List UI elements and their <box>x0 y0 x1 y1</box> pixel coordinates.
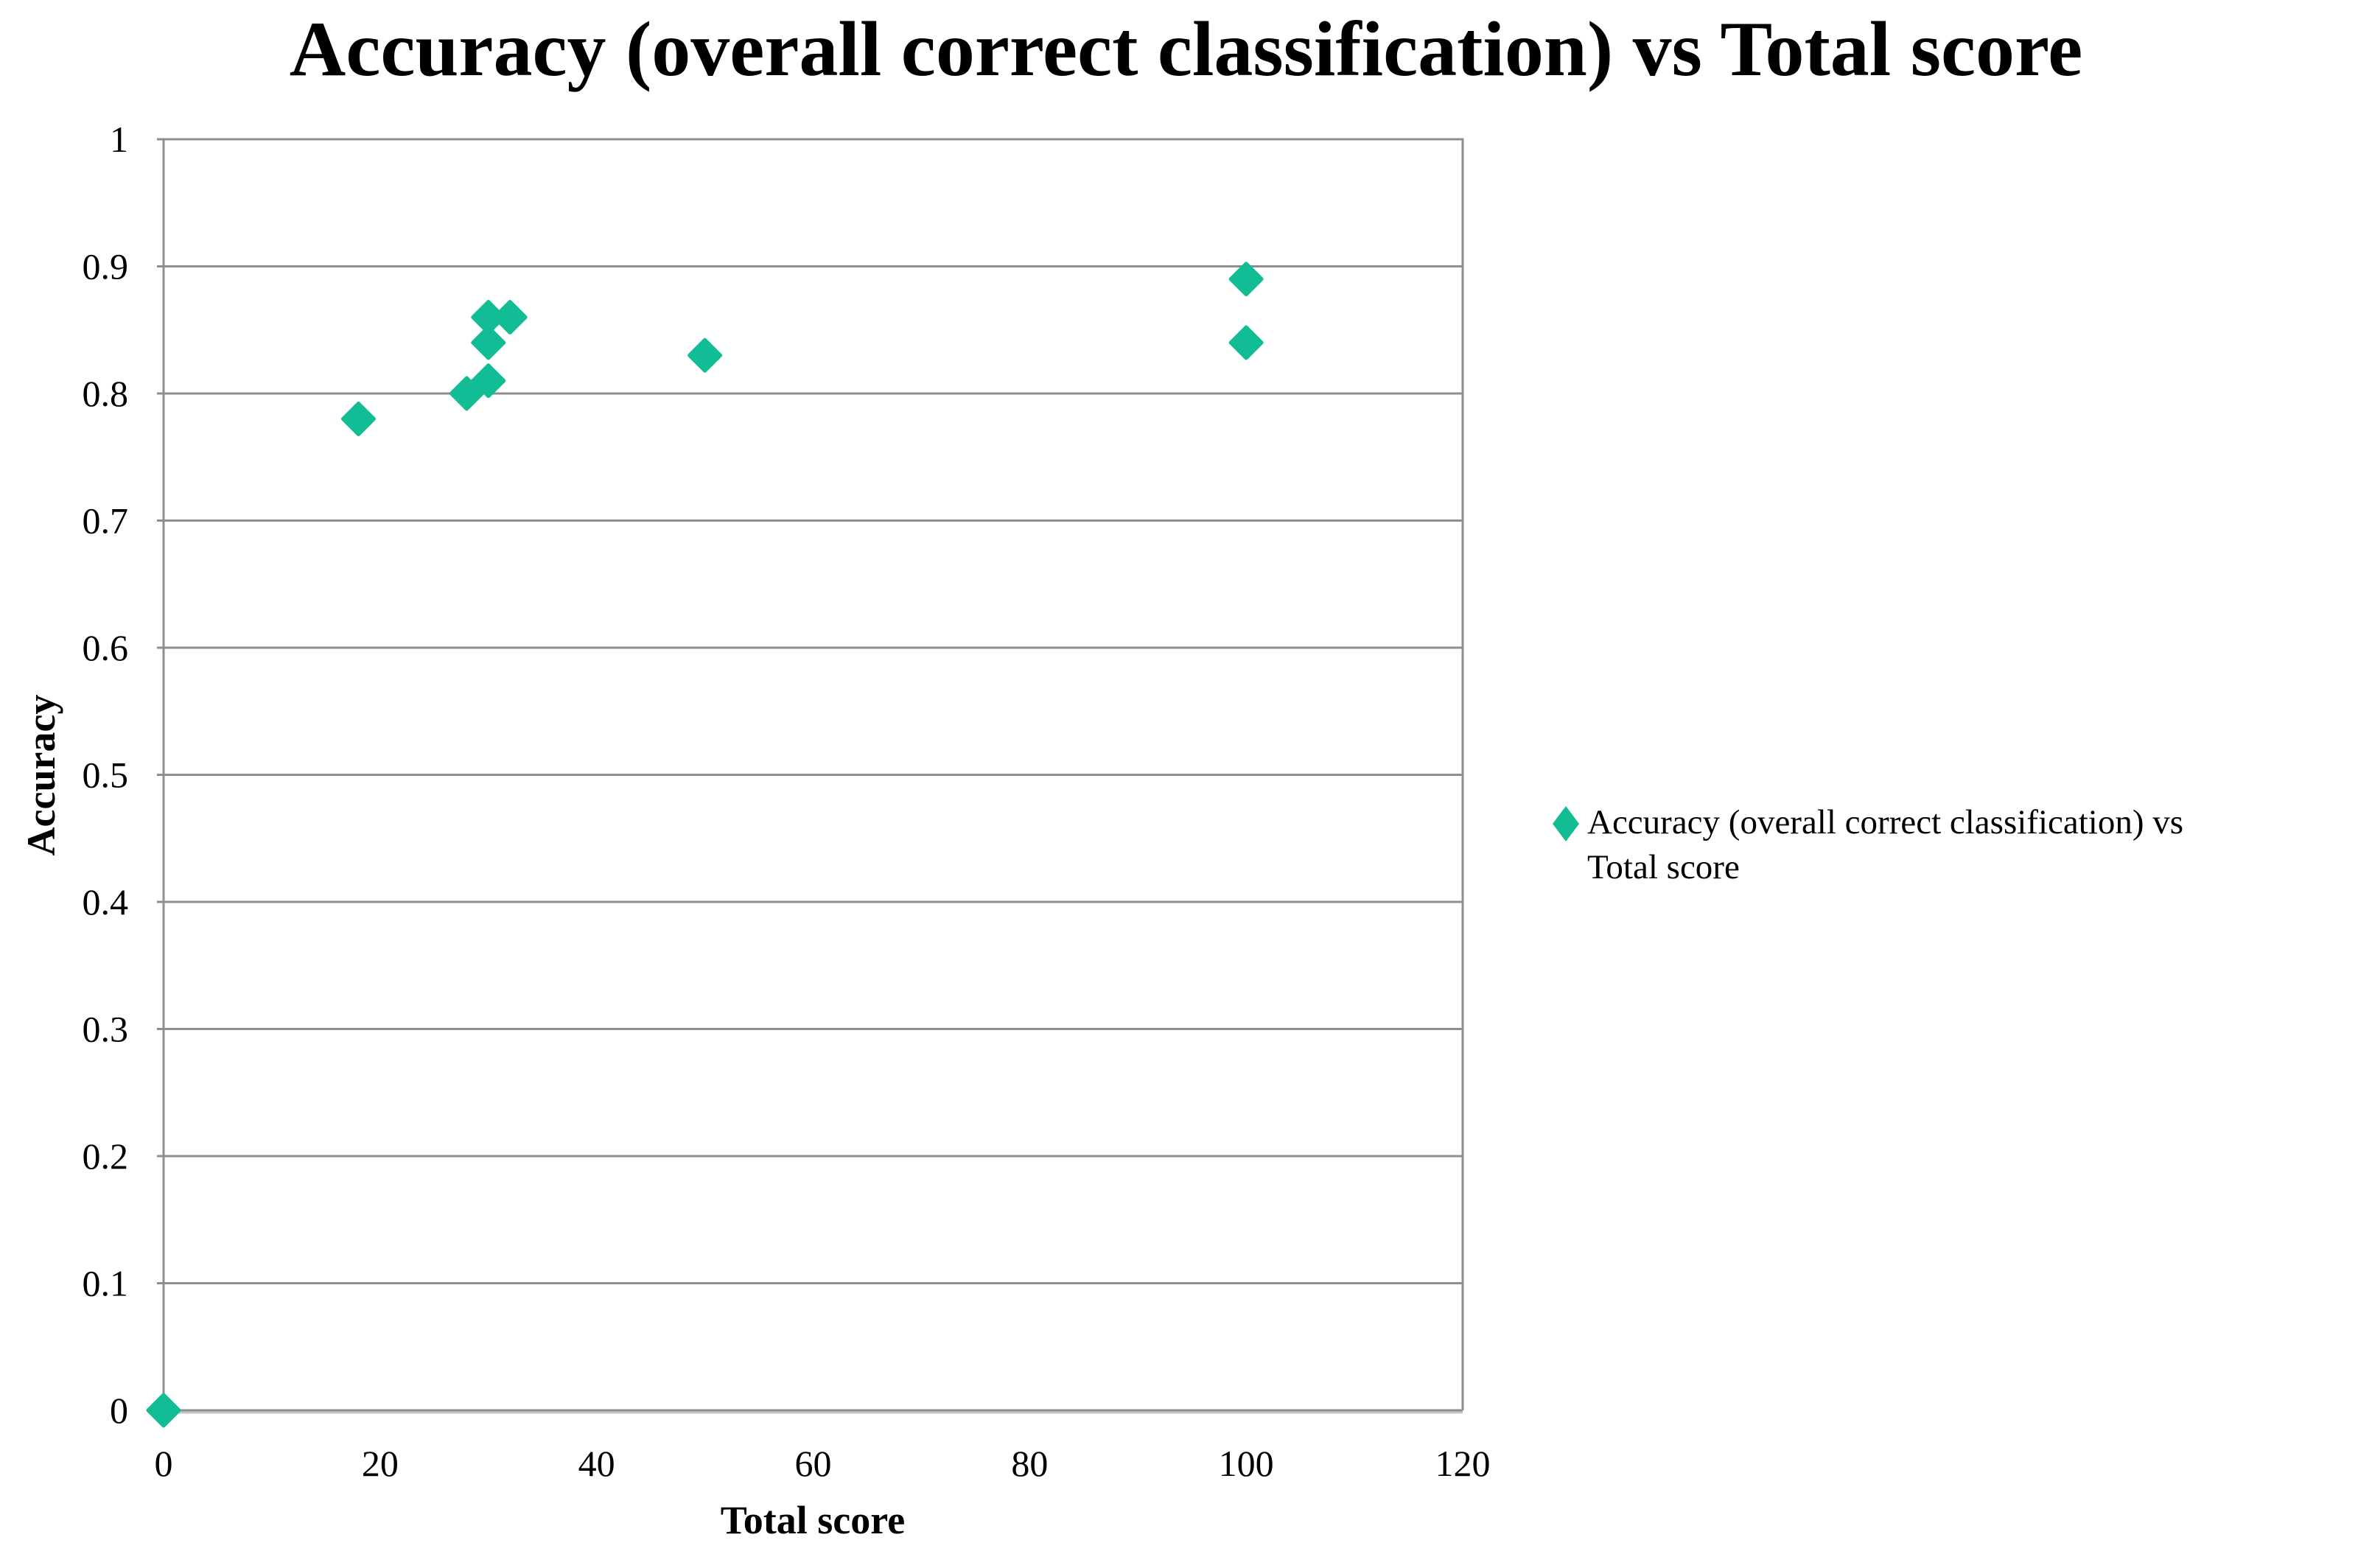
x-tick-label: 20 <box>362 1443 399 1484</box>
x-tick-label: 60 <box>795 1443 832 1484</box>
data-point-marker <box>1228 325 1264 360</box>
y-tick-label: 0.6 <box>83 627 129 668</box>
y-tick-label: 0.3 <box>83 1009 129 1050</box>
data-point-marker <box>146 1393 181 1428</box>
data-point-marker <box>471 363 506 399</box>
legend-label: Accuracy (overall correct classification… <box>1587 800 2183 890</box>
legend-label-line2: Total score <box>1587 848 1740 886</box>
data-point-marker <box>340 402 376 436</box>
y-axis-title: Accuracy <box>19 694 63 856</box>
x-tick-label: 100 <box>1219 1443 1274 1484</box>
legend-marker-icon <box>1553 806 1579 841</box>
chart-title: Accuracy (overall correct classification… <box>289 6 2083 92</box>
x-tick-label: 80 <box>1011 1443 1048 1484</box>
data-point-marker <box>492 300 528 335</box>
x-tick-label: 120 <box>1435 1443 1491 1484</box>
legend: Accuracy (overall correct classification… <box>1552 800 2370 890</box>
data-point-marker <box>1228 262 1264 297</box>
y-tick-label: 0.1 <box>83 1263 129 1304</box>
y-tick-label: 0.8 <box>83 373 129 414</box>
data-point-marker <box>449 376 484 411</box>
y-tick-label: 0.5 <box>83 755 129 796</box>
data-point-marker <box>688 337 723 373</box>
legend-label-line1: Accuracy (overall correct classification… <box>1587 803 2184 841</box>
data-point-marker <box>471 325 506 360</box>
y-tick-label: 0 <box>110 1390 128 1431</box>
y-tick-label: 0.9 <box>83 246 129 287</box>
y-tick-label: 0.7 <box>83 500 129 542</box>
x-tick-label: 0 <box>155 1443 173 1484</box>
x-axis-title: Total score <box>720 1498 906 1542</box>
x-tick-label: 40 <box>578 1443 615 1484</box>
plot-border <box>162 138 1464 1410</box>
y-tick-label: 0.4 <box>83 881 129 923</box>
y-tick-label: 1 <box>110 119 128 160</box>
y-tick-label: 0.2 <box>83 1135 129 1177</box>
